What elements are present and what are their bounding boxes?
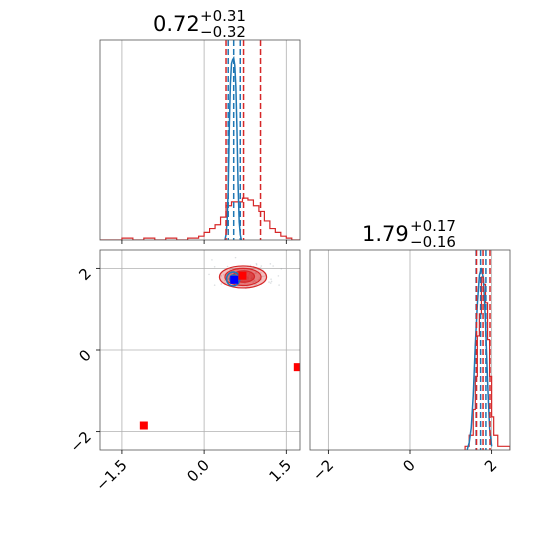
title-param1-lower: −0.32	[200, 23, 246, 41]
sample-point	[302, 274, 304, 276]
sample-point	[229, 268, 231, 271]
truth-marker	[293, 363, 300, 372]
sample-point	[213, 284, 216, 286]
tick-label-param1: −1.5	[92, 456, 130, 494]
sample-point	[255, 280, 257, 283]
sample-point	[268, 281, 270, 283]
title-param1-value: 0.72	[153, 12, 200, 36]
marginal-param1-frame	[99, 39, 301, 241]
sample-point	[253, 279, 256, 282]
sample-point	[255, 264, 258, 266]
marginal-param2-panel	[309, 249, 511, 454]
sample-point	[213, 265, 216, 268]
sample-point	[260, 265, 263, 267]
tick-labels: −1.5 0.0 1.5 −2 0 2 −2 0 2	[66, 264, 500, 494]
truth-marker	[238, 271, 247, 280]
red-histogram-param1	[100, 197, 300, 240]
sample-point	[257, 278, 260, 281]
sample-point	[259, 267, 262, 269]
title-param1: 0.72	[153, 12, 200, 36]
sample-point	[255, 272, 257, 274]
title-param2-upper: +0.17	[410, 217, 456, 235]
sample-point	[269, 263, 272, 265]
sample-point	[220, 283, 223, 285]
tick-label-param2-x: 0	[399, 456, 418, 475]
joint-panel	[96, 249, 304, 454]
sample-point	[253, 280, 256, 282]
sample-point	[230, 273, 233, 275]
sample-point	[277, 275, 280, 277]
sample-point	[255, 262, 258, 265]
tick-label-param2-y: 2	[75, 264, 94, 283]
sample-point	[208, 273, 210, 276]
blue-histogram-param2	[466, 267, 493, 450]
truth-marker	[139, 421, 148, 430]
sample-point	[227, 277, 230, 280]
sample-point	[223, 279, 226, 282]
sample-point	[234, 256, 237, 259]
sample-point	[269, 282, 272, 284]
sample-point	[272, 265, 274, 267]
joint-content	[100, 250, 304, 450]
sample-point	[252, 280, 255, 283]
sample-point	[254, 284, 256, 286]
sample-point	[278, 284, 280, 286]
sample-point	[263, 275, 265, 278]
tick-label-param2-y: 0	[75, 346, 94, 365]
sample-point	[252, 282, 254, 284]
marginal-param1-content	[100, 40, 300, 240]
marginal-param2-content	[327, 250, 510, 450]
tick-label-param1: 0.0	[183, 456, 213, 486]
sample-point	[226, 265, 229, 268]
tick-label-param2-y: −2	[66, 428, 94, 456]
sample-point	[270, 280, 273, 283]
tick-label-param2-x: −2	[309, 456, 337, 484]
sample-point	[260, 271, 262, 274]
sample-point	[255, 283, 258, 286]
title-param1-upper: +0.31	[200, 7, 246, 25]
sample-point	[220, 275, 223, 277]
sample-point	[280, 268, 283, 270]
sample-point	[270, 278, 272, 280]
tick-label-param1: 1.5	[266, 456, 296, 486]
sample-point	[211, 259, 213, 261]
tick-label-param2-x: 2	[481, 456, 500, 475]
sample-point	[261, 275, 264, 278]
sample-point	[223, 274, 225, 276]
title-param2-lower: −0.16	[410, 233, 456, 251]
title-param2: 1.79	[362, 222, 409, 246]
truth-marker	[230, 275, 239, 284]
title-param2-value: 1.79	[362, 222, 409, 246]
sample-point	[258, 277, 261, 279]
sample-point	[255, 272, 257, 274]
marginal-param1-panel	[99, 39, 301, 244]
